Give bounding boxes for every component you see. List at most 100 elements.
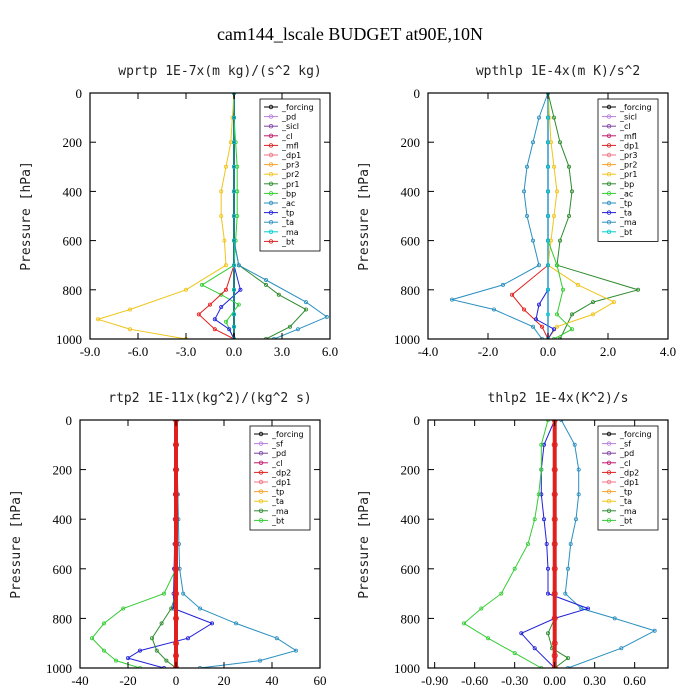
data-point <box>546 164 551 169</box>
x-tick-label: 40 <box>266 673 279 688</box>
data-point <box>534 317 539 322</box>
legend-marker <box>606 470 612 475</box>
panel-1: wprtp 1E-7x(m kg)/(s^2 kg) Pressure [hPa]… <box>19 64 338 359</box>
data-point <box>566 566 571 571</box>
data-point <box>555 263 560 268</box>
data-point <box>546 213 551 218</box>
y-tick-label: 1000 <box>56 332 82 347</box>
legend-marker <box>258 508 264 513</box>
x-tick-label: -4.0 <box>418 344 439 359</box>
data-point <box>546 287 551 292</box>
y-tick-label: 600 <box>401 562 421 577</box>
data-point <box>586 606 591 611</box>
legend-marker <box>268 143 274 148</box>
data-point <box>546 263 551 268</box>
data-point <box>537 263 542 268</box>
legend-marker <box>606 200 612 206</box>
data-point <box>90 636 95 641</box>
y-tick-label: 0 <box>414 86 421 101</box>
data-point <box>223 263 228 268</box>
legend-marker <box>606 133 612 138</box>
plot-area <box>461 420 657 668</box>
panel-title: thlp2 1E-4x(K^2)/s <box>488 391 629 406</box>
data-point <box>183 287 188 292</box>
data-point <box>551 652 558 659</box>
legend-entry: _ma <box>281 228 299 237</box>
data-point <box>222 238 227 243</box>
y-tick-label: 400 <box>401 512 421 527</box>
data-point <box>546 631 551 636</box>
legend-box <box>597 98 659 242</box>
data-point <box>525 213 530 218</box>
data-point <box>551 640 558 647</box>
legend-entry: _forcing <box>619 430 652 439</box>
data-point <box>567 164 572 169</box>
data-point <box>102 621 107 626</box>
y-tick-label: 200 <box>53 463 73 478</box>
data-point <box>576 282 581 287</box>
legend-marker <box>606 508 612 513</box>
plot-frame <box>427 419 669 669</box>
data-point <box>449 297 454 302</box>
data-point <box>185 636 190 641</box>
legend-marker <box>606 191 612 196</box>
data-point <box>231 312 236 317</box>
data-point <box>154 648 159 653</box>
data-point <box>164 658 169 663</box>
y-tick-label: 400 <box>53 512 73 527</box>
legend-marker <box>606 143 612 148</box>
y-axis-label: Pressure [hPa] <box>19 161 34 271</box>
data-point <box>207 302 212 307</box>
legend-marker <box>606 499 612 504</box>
data-point <box>500 282 505 287</box>
x-tick-label: 2.0 <box>600 344 616 359</box>
data-point <box>531 238 536 243</box>
legend-entry: _pd <box>271 449 286 458</box>
data-point <box>172 652 179 659</box>
panels: wprtp 1E-7x(m kg)/(s^2 kg) Pressure [hPa]… <box>9 64 676 688</box>
data-point <box>539 492 544 497</box>
data-point <box>546 420 550 422</box>
legend-marker <box>606 114 612 119</box>
y-tick-label: 800 <box>63 283 83 298</box>
legend-marker <box>606 181 612 186</box>
data-point <box>525 164 530 169</box>
data-point <box>233 621 238 626</box>
legend-entry: _pd <box>281 113 296 122</box>
legend-entry: _sicl <box>619 113 637 122</box>
data-point <box>181 591 186 596</box>
legend-entry: _bt <box>271 516 284 525</box>
data-point <box>540 324 545 329</box>
panel-title: rtp2 1E-11x(kg^2)/(kg^2 s) <box>108 391 312 406</box>
legend-marker <box>268 114 274 119</box>
legend-entry: _tp <box>619 199 632 208</box>
data-point <box>172 640 179 647</box>
legend-entry: _ma <box>619 218 637 227</box>
data-point <box>212 327 217 332</box>
legend-marker <box>606 489 612 494</box>
data-point <box>231 324 236 329</box>
legend-entry: _mfl <box>281 141 299 150</box>
data-point <box>238 287 243 292</box>
data-point <box>172 491 179 498</box>
data-point <box>546 115 551 120</box>
y-tick-label: 0 <box>76 86 83 101</box>
y-tick-label: 1000 <box>394 332 420 347</box>
data-point <box>197 606 202 611</box>
legend-marker <box>606 171 612 177</box>
data-point <box>499 591 504 596</box>
data-point <box>539 442 544 447</box>
data-point <box>522 189 527 194</box>
y-axis-label: Pressure [hPa] <box>9 489 24 599</box>
data-point <box>162 666 166 668</box>
data-point <box>121 606 126 611</box>
data-point <box>636 287 641 292</box>
y-axis-label: Pressure [hPa] <box>357 161 372 271</box>
data-point <box>263 282 268 287</box>
data-point <box>209 621 214 626</box>
legend-entry: _ta <box>271 497 284 506</box>
data-point <box>303 307 308 312</box>
data-point <box>570 189 575 194</box>
data-point <box>212 317 217 322</box>
legend-marker <box>258 518 264 523</box>
